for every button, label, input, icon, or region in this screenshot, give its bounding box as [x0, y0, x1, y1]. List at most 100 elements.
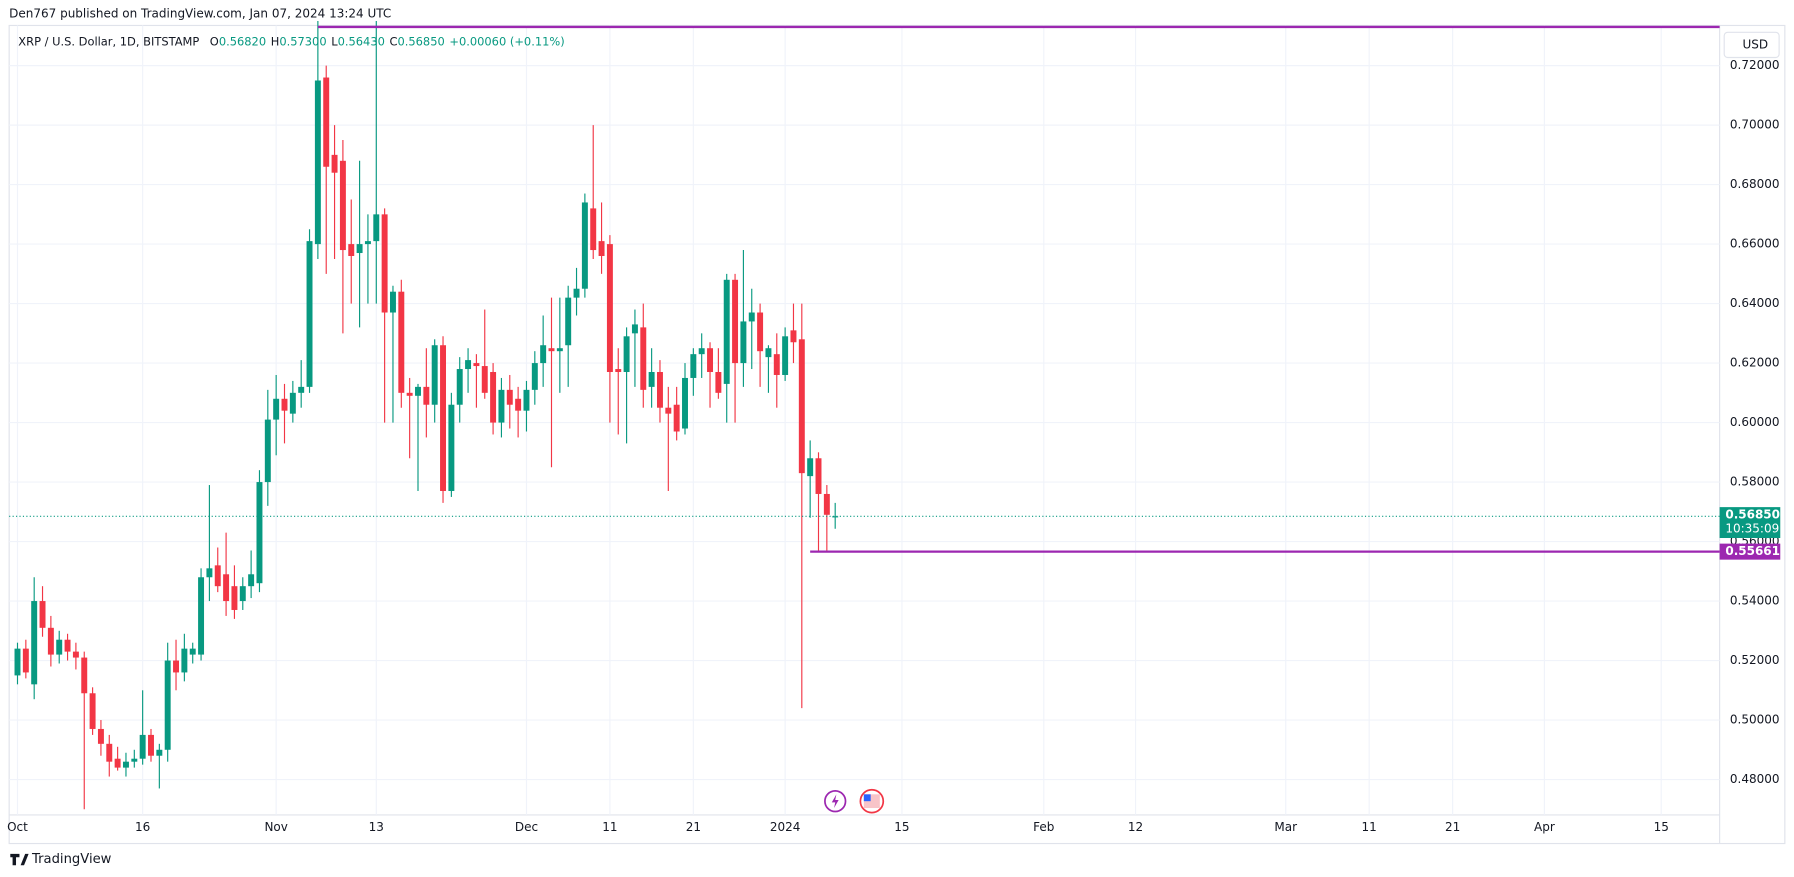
candle-body: [423, 386, 430, 405]
candle-body: [56, 639, 63, 655]
y-tick-label: 0.62000: [1730, 356, 1780, 370]
candle-body: [723, 279, 730, 384]
candle-body: [406, 392, 413, 396]
candle-body: [440, 345, 447, 491]
candle-body: [122, 761, 129, 768]
x-tick-label: 11: [602, 820, 617, 834]
candle-body: [14, 648, 21, 676]
x-tick-label: Nov: [264, 820, 287, 834]
candle-body: [782, 336, 789, 375]
candle-body: [740, 321, 747, 364]
y-tick-label: 0.60000: [1730, 415, 1780, 429]
chart-frame: [8, 24, 1786, 845]
candle-body: [448, 404, 455, 491]
y-tick-label: 0.70000: [1730, 118, 1780, 132]
candle-body: [164, 660, 171, 750]
candle-body: [648, 372, 655, 387]
candle-body: [131, 758, 138, 762]
candle-body: [665, 407, 672, 414]
candle-body: [707, 348, 714, 373]
event-icons: [824, 788, 885, 814]
candle-body: [148, 734, 154, 756]
x-tick-label: 21: [686, 820, 701, 834]
legend-key: C: [389, 34, 397, 48]
candle-body: [97, 728, 104, 744]
legend-key: L: [331, 34, 338, 48]
candle-body: [106, 743, 113, 762]
x-tick-label: 15: [1654, 820, 1669, 834]
candle-body: [389, 291, 396, 313]
candle-body: [832, 516, 839, 518]
candle-body: [757, 312, 764, 352]
candle-body: [565, 297, 572, 346]
currency-box[interactable]: [1723, 31, 1780, 59]
x-tick-label: Dec: [515, 820, 538, 834]
candle-body: [456, 369, 463, 405]
candle-body: [640, 327, 647, 390]
candle-body: [373, 214, 380, 242]
candle-body: [698, 348, 705, 355]
publisher-note: Den767 published on TradingView.com, Jan…: [9, 7, 391, 21]
y-tick-label: 0.50000: [1730, 713, 1780, 727]
candle-body: [515, 398, 522, 411]
y-tick-label: 0.68000: [1730, 177, 1780, 191]
candle-body: [398, 291, 405, 393]
y-tick-label: 0.52000: [1730, 653, 1780, 667]
legend-key: H: [271, 34, 280, 48]
candle-body: [682, 377, 688, 429]
candle-body: [339, 160, 346, 251]
candle-body: [173, 660, 180, 673]
candle-body: [548, 348, 555, 352]
candle-body: [540, 345, 547, 364]
candle-body: [381, 214, 388, 313]
candle-body: [189, 648, 196, 655]
x-tick-label: Apr: [1534, 820, 1555, 834]
candle-body: [573, 288, 580, 298]
candle-body: [790, 330, 797, 343]
candle-body: [223, 574, 230, 602]
y-tick-label: 0.54000: [1730, 594, 1780, 608]
candle-body: [323, 77, 330, 167]
candle-body: [181, 648, 188, 673]
candle-body: [114, 758, 121, 768]
legend-value: 0.56430: [338, 34, 385, 48]
candle-body: [615, 369, 622, 373]
last-price-label: 0.56850: [1725, 508, 1780, 522]
candle-body: [498, 389, 505, 423]
candle-body: [306, 241, 313, 387]
plot: [14, 21, 839, 810]
currency: USD: [1743, 37, 1769, 51]
candle-body: [348, 244, 355, 256]
candle-body: [273, 398, 280, 420]
brand-logo: [10, 853, 29, 866]
grid: 0.480000.500000.520000.540000.560000.580…: [7, 25, 1780, 834]
x-tick-label: 11: [1362, 820, 1377, 834]
x-tick-label: Feb: [1033, 820, 1054, 834]
candle-body: [314, 80, 321, 245]
candle-body: [581, 202, 588, 289]
x-tick-label: 2024: [770, 820, 801, 834]
countdown: 10:35:09: [1725, 521, 1779, 535]
candle-body: [473, 363, 480, 367]
event-icon-glyph: [831, 794, 839, 809]
candle-body: [623, 336, 630, 373]
x-tick-label: 16: [135, 820, 150, 834]
candle-body: [598, 241, 605, 256]
candle-body: [281, 398, 288, 411]
candle-body: [823, 493, 830, 515]
candle-body: [815, 458, 822, 494]
candle-body: [748, 312, 755, 322]
candle-body: [506, 389, 513, 405]
x-tick-label: Oct: [7, 820, 28, 834]
candle-body: [239, 586, 246, 602]
candle-body: [765, 348, 772, 358]
candle-body: [481, 366, 488, 393]
candle-body: [256, 482, 263, 584]
candle-body: [89, 693, 96, 729]
legend-change: +0.00060 (+0.11%): [449, 34, 564, 48]
candle-body: [773, 354, 780, 375]
candle-body: [72, 651, 79, 658]
